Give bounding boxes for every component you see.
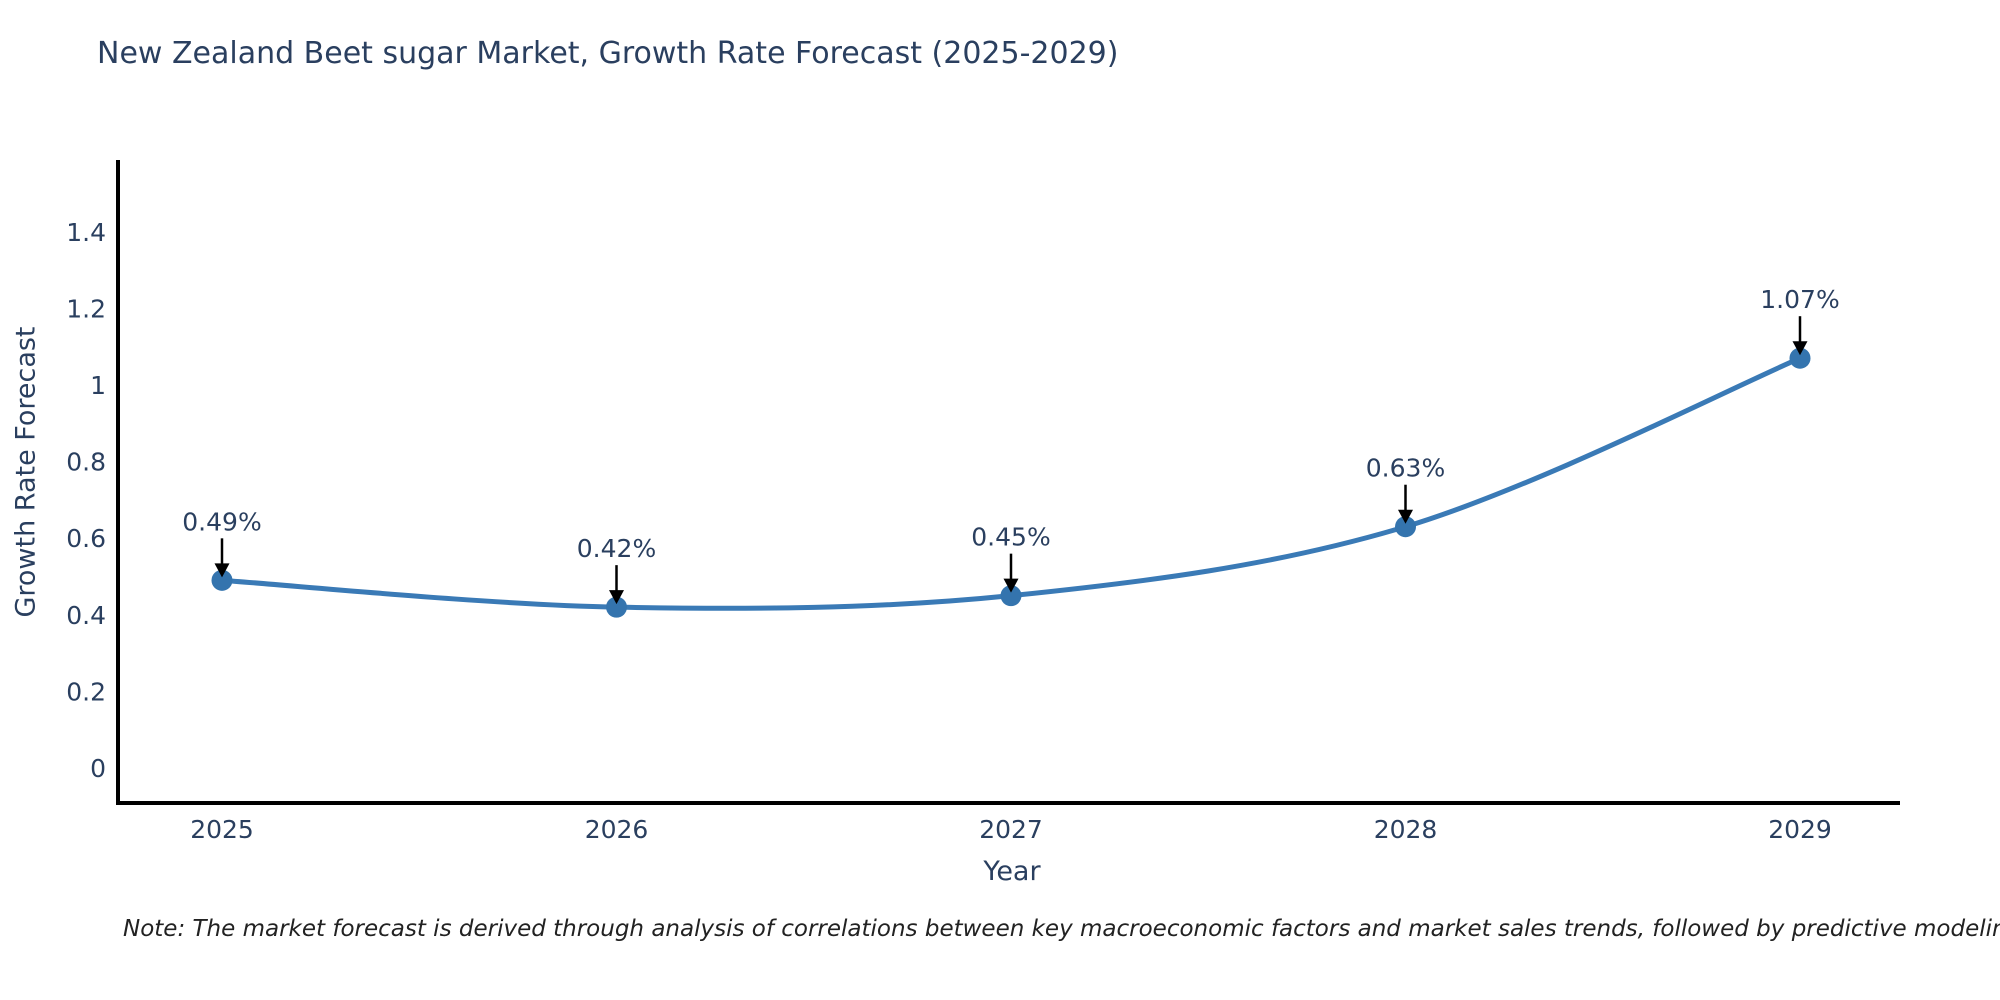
y-tick-label: 1.2 bbox=[66, 294, 106, 323]
annotation-label: 0.42% bbox=[577, 534, 656, 563]
footnote: Note: The market forecast is derived thr… bbox=[123, 916, 2000, 942]
x-tick-label: 2028 bbox=[1374, 815, 1438, 844]
x-tick-label: 2025 bbox=[190, 815, 254, 844]
x-tick-label: 2027 bbox=[979, 815, 1043, 844]
data-point-marker bbox=[1000, 585, 1022, 607]
annotation-arrowhead bbox=[1398, 509, 1413, 524]
x-tick-label: 2029 bbox=[1768, 815, 1832, 844]
x-axis-title: Year bbox=[983, 856, 1041, 887]
y-tick-label: 0.6 bbox=[66, 524, 106, 553]
y-tick-label: 0.8 bbox=[66, 448, 106, 477]
y-tick-label: 0.4 bbox=[66, 601, 106, 630]
data-point-marker bbox=[1395, 516, 1416, 538]
annotation-arrowhead bbox=[1792, 341, 1808, 356]
annotation-arrowhead bbox=[214, 563, 230, 578]
annotation-label: 0.49% bbox=[182, 507, 261, 536]
axis-line bbox=[116, 160, 1900, 805]
data-point-marker bbox=[1789, 347, 1811, 369]
y-tick-label: 0 bbox=[90, 754, 106, 783]
annotation-label: 0.63% bbox=[1366, 454, 1445, 483]
data-point-marker bbox=[606, 596, 627, 618]
annotation-label: 1.07% bbox=[1760, 285, 1839, 314]
chart-title: New Zealand Beet sugar Market, Growth Ra… bbox=[97, 36, 1119, 71]
y-tick-label: 0.2 bbox=[66, 677, 106, 706]
annotation-arrowhead bbox=[609, 590, 624, 605]
y-tick-label: 1 bbox=[90, 371, 106, 400]
y-tick-label: 1.4 bbox=[66, 218, 106, 247]
x-tick-label: 2026 bbox=[585, 815, 649, 844]
data-point-marker bbox=[211, 569, 233, 591]
annotation-arrowhead bbox=[1003, 578, 1019, 593]
annotation-label: 0.45% bbox=[971, 523, 1050, 552]
